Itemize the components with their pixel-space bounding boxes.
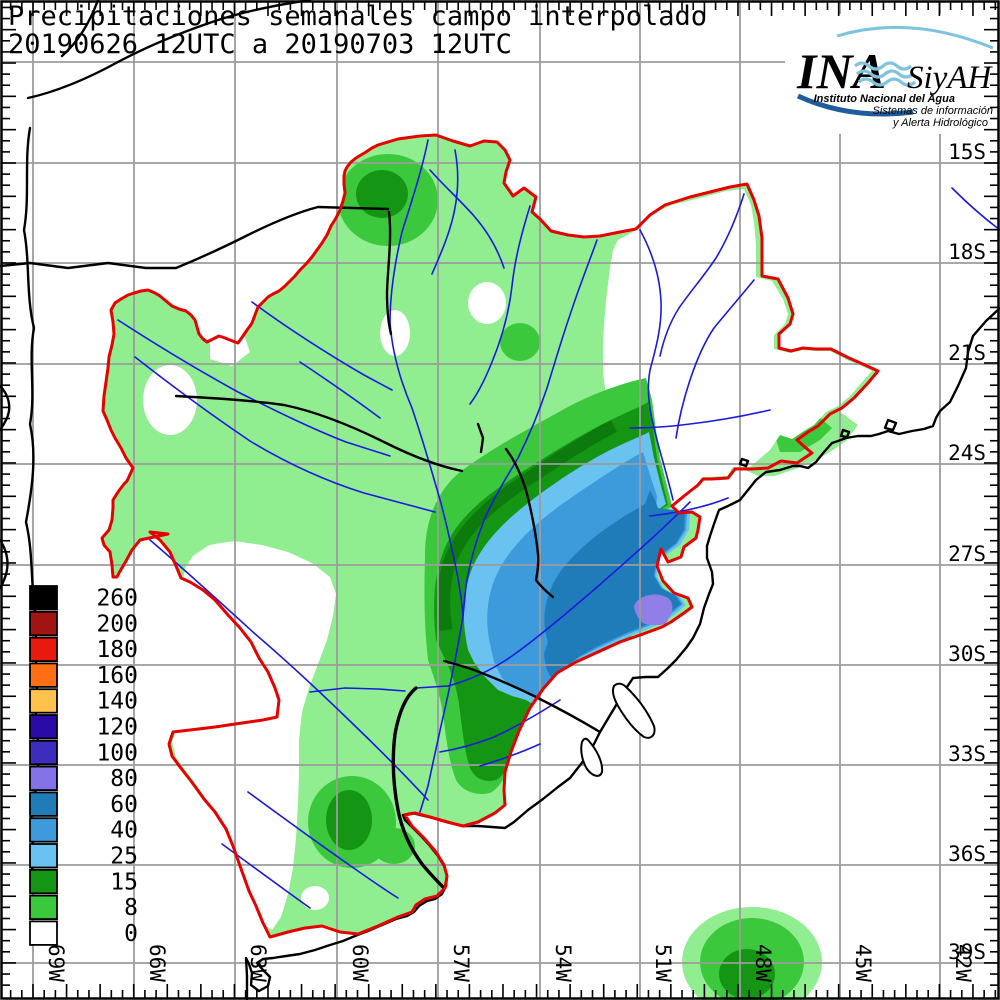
lon-label: 48W <box>751 944 775 982</box>
legend-swatch <box>29 920 58 946</box>
blob-s-15 <box>326 790 372 850</box>
lon-label: 54W <box>551 944 575 982</box>
lat-label: 27S <box>948 542 986 566</box>
lat-label: 36S <box>948 842 986 866</box>
legend-value: 40 <box>110 818 138 844</box>
blob-small-8 <box>500 323 540 361</box>
logo-top-arc <box>836 25 994 50</box>
blob-s2-8 <box>373 828 415 864</box>
legend-value: 140 <box>96 689 138 715</box>
legend-swatch <box>29 636 58 662</box>
legend-value: 120 <box>96 715 138 741</box>
legend-swatch <box>29 843 58 869</box>
legend-value: 0 <box>124 921 138 947</box>
title-line-2: 20190626 12UTC a 20190703 12UTC <box>8 29 512 60</box>
logo-org-name: Instituto Nacional del Agua <box>814 93 955 105</box>
legend-value: 15 <box>110 869 138 895</box>
dry-holes <box>143 189 872 930</box>
se-band-60 <box>544 490 685 682</box>
lon-label: 51W <box>651 944 675 982</box>
legend-swatch <box>29 868 58 895</box>
lon-label: 57W <box>449 944 473 982</box>
legend-value: 80 <box>110 766 138 792</box>
latitude-labels: 15S 18S 21S 24S 27S 30S 33S 36S 39S <box>948 140 986 964</box>
lat-label: 33S <box>948 742 986 766</box>
legend-swatch <box>29 817 58 843</box>
legend-swatch <box>29 688 58 714</box>
legend-value: 100 <box>96 740 138 766</box>
logo-bottom-arc <box>796 93 914 117</box>
legend-value: 200 <box>96 611 138 637</box>
lat-label: 30S <box>948 642 986 666</box>
legend-swatch <box>29 662 58 688</box>
logo-waves <box>853 61 917 87</box>
legend-swatch <box>29 585 58 611</box>
lon-label: 60W <box>348 944 372 982</box>
legend-swatch <box>29 739 58 766</box>
lat-label: 15S <box>948 140 986 164</box>
ina-siyah-logo: INA SiyAH Instituto Nacional del Agua Si… <box>785 14 998 134</box>
offshore-blob <box>682 907 822 1000</box>
legend-swatch <box>29 765 58 791</box>
blob-nw-15 <box>356 170 408 218</box>
lon-label: 63W <box>246 944 270 982</box>
legend-value: 8 <box>124 895 138 921</box>
logo-caption-1: Sistemas de información <box>873 105 993 117</box>
legend-swatch <box>29 791 58 817</box>
rivers-layer <box>117 139 1000 909</box>
legend-swatch <box>29 894 58 920</box>
lat-label: 24S <box>948 441 986 465</box>
legend-swatch <box>29 610 58 637</box>
lon-label: 45W <box>851 944 875 982</box>
logo-caption-2: y Alerta Hidrológico <box>892 117 988 129</box>
lat-label: 21S <box>948 341 986 365</box>
legend-value: 25 <box>110 844 138 870</box>
se-spot-80 <box>634 594 673 626</box>
lon-label: 69W <box>44 944 68 982</box>
lat-label: 18S <box>948 240 986 264</box>
lon-label: 66W <box>145 944 169 982</box>
legend-value: 180 <box>96 637 138 663</box>
lat-label: 39S <box>948 940 986 964</box>
basin-boundary <box>100 133 880 939</box>
legend-value: 160 <box>96 663 138 689</box>
longitude-labels: 69W 66W 63W 60W 57W 54W 51W 48W 45W 42W <box>44 944 975 982</box>
lon-label: 42W <box>951 944 975 982</box>
legend-value: 260 <box>96 586 138 612</box>
logo-ina-text: INA <box>796 43 886 99</box>
legend-value: 60 <box>110 792 138 818</box>
logo-siyah-text: SiyAH <box>907 60 993 96</box>
legend-swatch <box>29 714 58 740</box>
